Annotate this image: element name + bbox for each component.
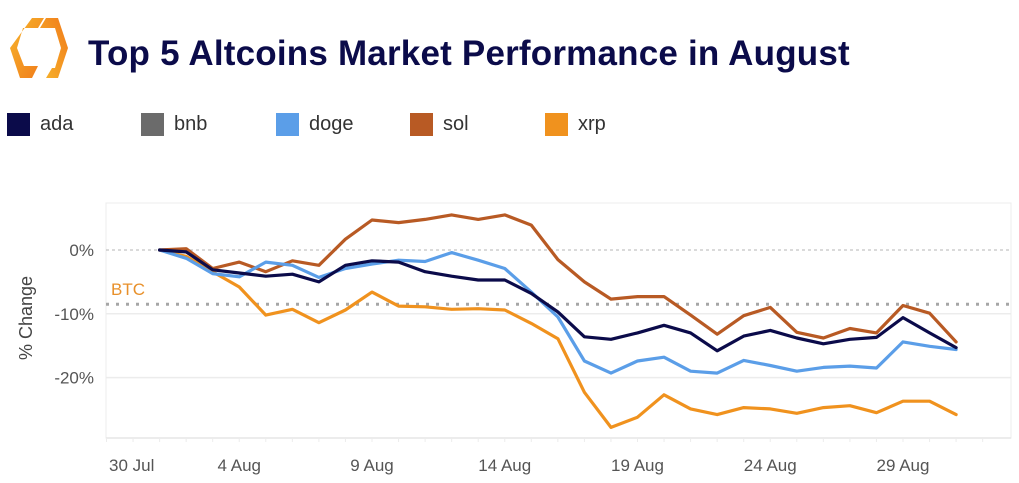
y-axis-title: % Change	[16, 276, 36, 360]
x-tick-label: 4 Aug	[218, 456, 262, 475]
series-lines	[158, 213, 958, 429]
legend-swatch-bnb	[141, 112, 164, 136]
chart-title: Top 5 Altcoins Market Performance in Aug…	[88, 34, 850, 73]
hexagon-brackets-logo-icon	[10, 18, 68, 78]
x-tick-label: 29 Aug	[877, 456, 930, 475]
gridlines	[106, 249, 1011, 439]
legend-label-ada: ada	[40, 112, 74, 135]
x-tick-label: 9 Aug	[350, 456, 394, 475]
legend-swatch-sol	[410, 112, 433, 136]
legend-label-bnb: bnb	[174, 112, 208, 135]
legend-swatch-doge	[276, 112, 299, 136]
legend-label-sol: sol	[443, 112, 469, 135]
x-tick-label: 14 Aug	[478, 456, 531, 475]
x-tick-label: 24 Aug	[744, 456, 797, 475]
legend-item-xrp[interactable]: xrp	[545, 112, 606, 136]
btc-reference-label: BTC	[111, 280, 145, 299]
legend-label-doge: doge	[309, 112, 354, 135]
x-tick-label: 30 Jul	[109, 456, 154, 475]
btc-reference: BTC	[106, 280, 1011, 306]
legend-swatch-ada	[7, 112, 30, 136]
y-axis-ticks: 0% -10% -20%	[54, 241, 94, 388]
legend-item-bnb[interactable]: bnb	[141, 112, 207, 136]
legend-label-xrp: xrp	[578, 112, 606, 135]
series-line-sol	[158, 213, 958, 344]
x-tick-label: 19 Aug	[611, 456, 664, 475]
series-line-doge	[158, 248, 958, 375]
y-tick-label: 0%	[69, 241, 94, 260]
legend-item-sol[interactable]: sol	[410, 112, 469, 136]
y-tick-label: -20%	[54, 369, 94, 388]
legend-swatch-xrp	[545, 112, 568, 136]
legend: ada bnb doge sol xrp	[0, 112, 1019, 136]
legend-item-doge[interactable]: doge	[276, 112, 354, 136]
legend-item-ada[interactable]: ada	[7, 112, 73, 136]
series-line-ada	[158, 248, 958, 353]
y-tick-label: -10%	[54, 305, 94, 324]
series-line-xrp	[158, 248, 958, 429]
x-axis-ticks: 30 Jul 4 Aug 9 Aug 14 Aug 19 Aug 24 Aug 29 Aug	[106, 438, 984, 475]
